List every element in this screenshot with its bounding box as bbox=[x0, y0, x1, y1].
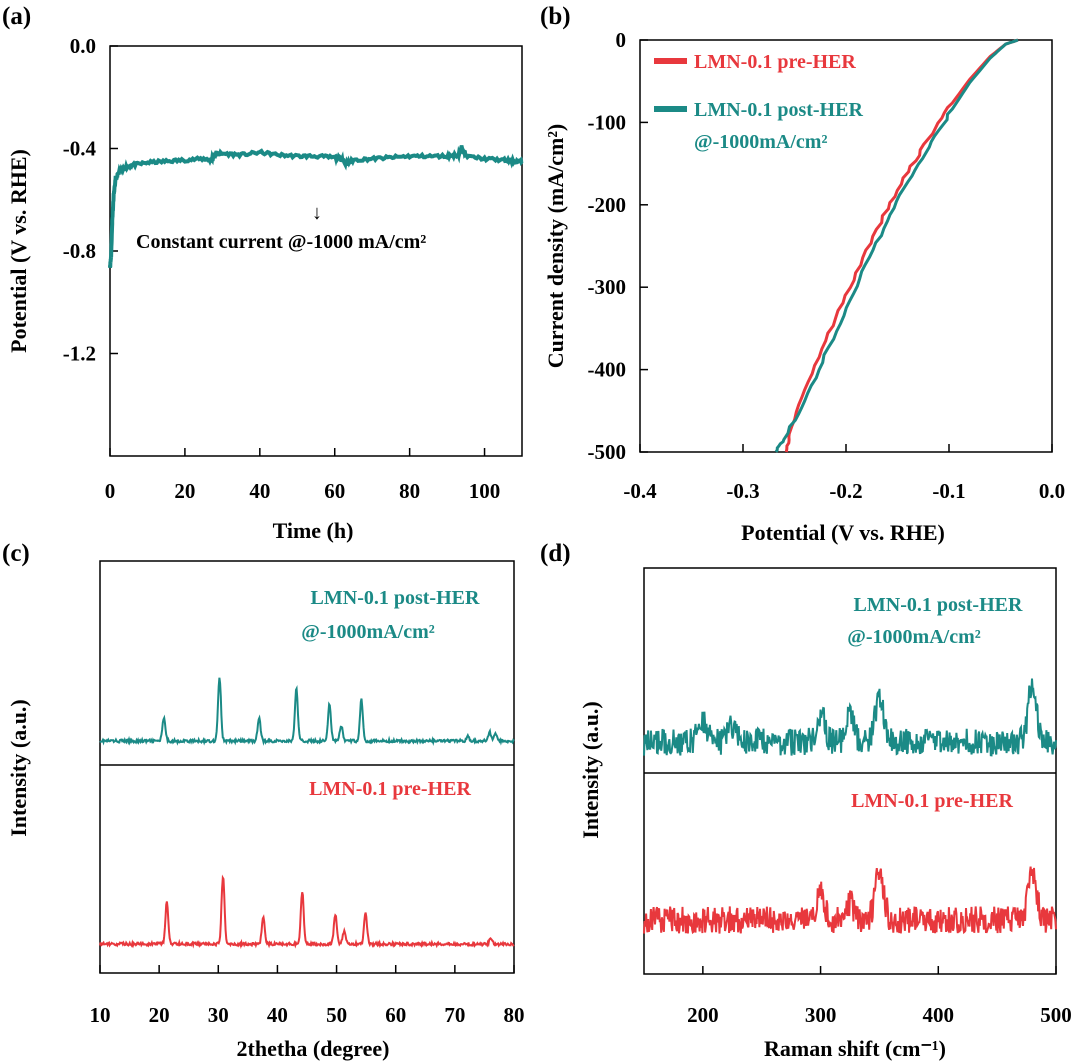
panel-label-a: (a) bbox=[2, 3, 31, 30]
panel-b-y-tick-label: -200 bbox=[588, 193, 627, 217]
panel-d-series-pre-her bbox=[643, 866, 1057, 935]
panel-c-y-axis-label: Intensity (a.u.) bbox=[6, 699, 31, 837]
panel-d-label-pre: LMN-0.1 pre-HER bbox=[851, 790, 1013, 812]
panel-a-chart: 0.0 -0.4 -0.8 -1.2 0 20 40 60 80 100 ↓ Constant c… bbox=[6, 34, 524, 543]
panel-b-y-tick-label: -300 bbox=[588, 275, 627, 299]
panel-a-x-axis-label: Time (h) bbox=[273, 518, 354, 543]
panel-b-x-axis-label: Potential (V vs. RHE) bbox=[741, 520, 945, 545]
panel-b-y-tick-label: 0 bbox=[616, 28, 627, 52]
panel-b-x-tick-label: -0.4 bbox=[623, 479, 657, 503]
panel-a-y-tick-label: -0.8 bbox=[63, 239, 96, 263]
panel-b-x-tick-label: -0.3 bbox=[726, 479, 759, 503]
panel-b-y-tick-label: -100 bbox=[588, 110, 627, 134]
panel-d-x-tick-label: 400 bbox=[923, 1003, 955, 1027]
panel-a-annotation: Constant current @-1000 mA/cm² bbox=[136, 231, 426, 253]
panel-d-chart: 200 300 400 500 LMN-0.1 post-HER @-1000mA/c… bbox=[578, 567, 1072, 1061]
panel-label-b: (b) bbox=[540, 3, 571, 30]
panel-d-label-post: LMN-0.1 post-HER bbox=[854, 594, 1023, 616]
panel-label-c: (c) bbox=[2, 540, 30, 567]
panel-c-label-post: LMN-0.1 post-HER bbox=[311, 587, 480, 609]
panel-a-x-tick-label: 0 bbox=[105, 479, 116, 503]
panel-a-x-tick-label: 20 bbox=[174, 479, 195, 503]
panel-b-legend-post: LMN-0.1 post-HER bbox=[694, 99, 863, 121]
panel-a-x-tick-label: 40 bbox=[249, 479, 270, 503]
panel-a-x-tick-label: 100 bbox=[469, 479, 501, 503]
panel-c-x-axis-label: 2thetha (degree) bbox=[237, 1036, 390, 1061]
panel-b-x-tick-label: -0.2 bbox=[829, 479, 862, 503]
panel-c-x-tick-label: 10 bbox=[90, 1003, 111, 1027]
panel-c-x-tick-label: 60 bbox=[385, 1003, 406, 1027]
panel-d-x-tick-label: 200 bbox=[687, 1003, 719, 1027]
panel-c-x-tick-label: 50 bbox=[326, 1003, 347, 1027]
panel-b-x-tick-label: -0.1 bbox=[932, 479, 965, 503]
panel-a-x-tick-label: 80 bbox=[399, 479, 420, 503]
panel-d-series-post-her bbox=[643, 678, 1057, 757]
panel-a-y-tick-label: -0.4 bbox=[63, 137, 97, 161]
panel-a-y-tick-label: 0.0 bbox=[70, 34, 96, 58]
panel-label-d: (d) bbox=[540, 540, 571, 567]
panel-a-annotation-arrow: ↓ bbox=[312, 202, 322, 224]
panel-a-x-tick-label: 60 bbox=[324, 479, 345, 503]
panel-d-y-axis-label: Intensity (a.u.) bbox=[578, 701, 603, 839]
panel-c-label-pre: LMN-0.1 pre-HER bbox=[309, 778, 471, 800]
panel-c-label-post-line2: @-1000mA/cm² bbox=[301, 621, 434, 643]
panel-c-chart: 10 20 30 40 50 60 70 80 LMN-0.1 post-HER @-1000… bbox=[6, 560, 525, 1061]
panel-c-series-pre-her bbox=[99, 874, 515, 950]
panel-b-series-post-her bbox=[774, 38, 1019, 453]
panel-d-label-post-line2: @-1000mA/cm² bbox=[847, 626, 980, 648]
panel-c-x-tick-label: 40 bbox=[267, 1003, 288, 1027]
panel-b-chart: 0 -100 -200 -300 -400 -500 -0.4 -0.3 -0.2 -0.1 0.0… bbox=[543, 28, 1065, 545]
panel-c-x-tick-label: 80 bbox=[504, 1003, 525, 1027]
panel-c-frame bbox=[99, 560, 515, 974]
panel-a-series-line bbox=[108, 145, 524, 268]
panel-a-y-tick-label: -1.2 bbox=[63, 342, 96, 366]
panel-d-x-axis-label: Raman shift (cm⁻¹) bbox=[764, 1036, 946, 1061]
panel-d-x-tick-label: 500 bbox=[1040, 1003, 1072, 1027]
panel-b-x-tick-label: 0.0 bbox=[1039, 479, 1065, 503]
panel-c-series-post-her bbox=[99, 677, 515, 747]
panel-b-y-tick-label: -500 bbox=[588, 440, 627, 464]
panel-b-y-tick-label: -400 bbox=[588, 358, 627, 382]
panel-c-x-tick-label: 70 bbox=[444, 1003, 465, 1027]
panel-c-x-tick-label: 30 bbox=[208, 1003, 229, 1027]
panel-a-y-axis-label: Potential (V vs. RHE) bbox=[6, 149, 31, 353]
panel-c-x-tick-label: 20 bbox=[149, 1003, 170, 1027]
panel-b-legend-pre: LMN-0.1 pre-HER bbox=[694, 51, 856, 73]
panel-d-x-tick-label: 300 bbox=[805, 1003, 837, 1027]
panel-d-frame bbox=[643, 567, 1057, 975]
panel-b-y-axis-label: Current density (mA/cm²) bbox=[543, 124, 568, 368]
panel-b-legend-post-line2: @-1000mA/cm² bbox=[694, 131, 827, 153]
